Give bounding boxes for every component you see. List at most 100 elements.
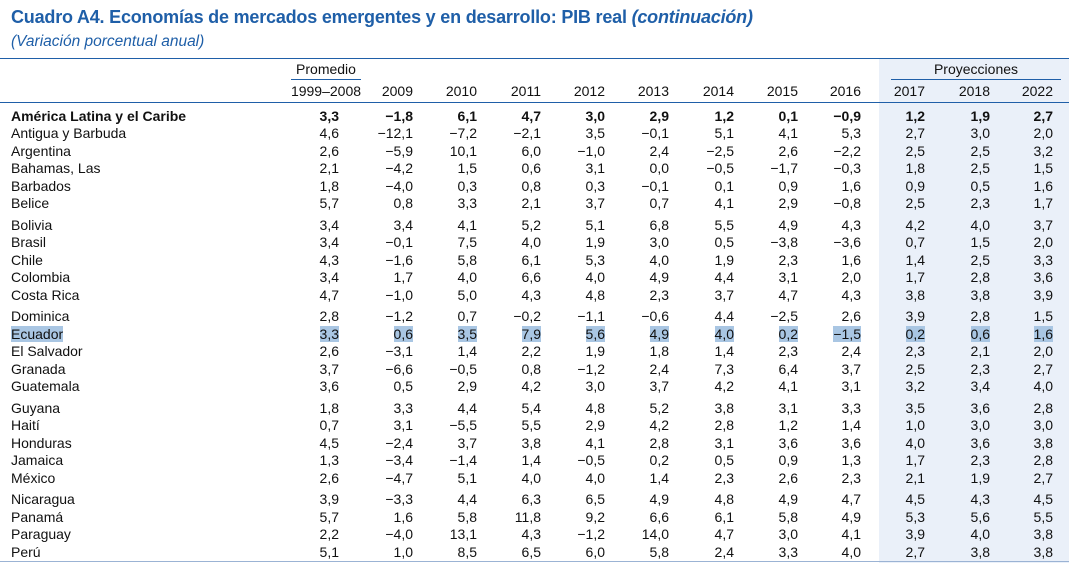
value-cell: 3,0 — [585, 108, 605, 124]
value-cell: 4,7 — [841, 491, 861, 507]
value-cell: 1,4 — [905, 252, 925, 268]
header-year: 2015 — [766, 83, 798, 99]
table-row: Barbados 1,8 −4,0 0,3 0,8 0,3 −0,1 0,1 0,9 1,6 0,9… — [0, 178, 1069, 196]
value-cell: 4,0 — [970, 526, 990, 542]
value-cell: 0,5 — [970, 178, 990, 194]
value-cell: −0,8 — [833, 195, 861, 211]
value-cell: 3,4 — [319, 269, 339, 285]
value-cell: 3,3 — [457, 195, 477, 211]
value-cell: 5,3 — [905, 509, 925, 525]
value-cell: −0,3 — [833, 160, 861, 176]
value-cell: −3,6 — [833, 234, 861, 250]
value-cell: 3,8 — [970, 287, 990, 303]
value-cell: 4,0 — [649, 252, 669, 268]
value-cell: 3,0 — [970, 417, 990, 433]
value-cell: 2,7 — [1033, 470, 1053, 486]
value-cell: 2,3 — [970, 195, 990, 211]
table-row: Colombia 3,4 1,7 4,0 6,6 4,0 4,9 4,4 3,1 2,0 1,7 2,… — [0, 269, 1069, 287]
value-cell: 6,1 — [521, 252, 541, 268]
country-name: Dominica — [11, 308, 70, 324]
value-cell: 4,7 — [521, 108, 541, 124]
value-cell: 3,0 — [970, 125, 990, 141]
value-cell: 2,3 — [970, 452, 990, 468]
value-cell: 2,8 — [1033, 452, 1053, 468]
value-cell: 5,5 — [714, 217, 734, 233]
value-cell: 3,3 — [319, 326, 339, 342]
value-cell: 8,5 — [457, 544, 477, 560]
value-cell: 1,8 — [319, 400, 339, 416]
value-cell: 2,7 — [905, 125, 925, 141]
proyecciones-rule — [891, 79, 1061, 80]
value-cell: 4,0 — [521, 470, 541, 486]
country-name: Belice — [11, 195, 50, 211]
value-cell: 4,4 — [457, 400, 477, 416]
header-year: 2011 — [510, 83, 541, 99]
value-cell: 3,6 — [319, 378, 339, 394]
value-cell: 2,8 — [714, 417, 734, 433]
value-cell: 4,0 — [841, 544, 861, 560]
country-name: Honduras — [11, 435, 72, 451]
value-cell: 1,6 — [1033, 326, 1053, 342]
value-cell: 4,3 — [841, 287, 861, 303]
value-cell: 7,5 — [457, 234, 477, 250]
country-name: Perú — [11, 544, 41, 560]
country-name: Jamaica — [11, 452, 64, 468]
value-cell: 4,3 — [521, 526, 541, 542]
value-cell: 4,4 — [457, 491, 477, 507]
value-cell: 3,0 — [1033, 417, 1053, 433]
value-cell: 5,7 — [319, 509, 339, 525]
value-cell: 1,7 — [1033, 195, 1053, 211]
value-cell: 2,5 — [905, 195, 925, 211]
value-cell: 2,6 — [319, 143, 339, 159]
table-title-main: Cuadro A4. Economías de mercados emergen… — [11, 7, 627, 27]
value-cell: 11,8 — [514, 509, 541, 525]
country-name: Bahamas, Las — [11, 160, 101, 176]
value-cell: 0,7 — [457, 308, 477, 324]
value-cell: 6,1 — [457, 108, 477, 124]
country-name: Brasil — [11, 234, 47, 250]
value-cell: −0,2 — [513, 308, 541, 324]
value-cell: 2,4 — [714, 544, 734, 560]
value-cell: 1,5 — [457, 160, 477, 176]
value-cell: 3,1 — [393, 417, 413, 433]
value-cell: −1,7 — [770, 160, 798, 176]
value-cell: −0,6 — [641, 308, 669, 324]
table-row: Granada 3,7 −6,6 −0,5 0,8 −1,2 2,4 7,3 6,4 3,7 2,5… — [0, 361, 1069, 379]
value-cell: 2,5 — [970, 160, 990, 176]
value-cell: 0,3 — [457, 178, 477, 194]
value-cell: 2,3 — [714, 470, 734, 486]
value-cell: 2,5 — [970, 143, 990, 159]
value-cell: 6,1 — [714, 509, 734, 525]
value-cell: 1,4 — [521, 452, 541, 468]
value-cell: 2,6 — [319, 343, 339, 359]
value-cell: 0,2 — [905, 326, 925, 342]
value-cell: 5,8 — [457, 509, 477, 525]
table-row: Costa Rica 4,7 −1,0 5,0 4,3 4,8 2,3 3,7 4,7 4,3 3,… — [0, 287, 1069, 305]
value-cell: 0,0 — [649, 160, 669, 176]
value-cell: 2,3 — [778, 252, 798, 268]
value-cell: 5,2 — [649, 400, 669, 416]
value-cell: 2,8 — [319, 308, 339, 324]
country-name: Ecuador — [11, 326, 64, 342]
value-cell: −4,7 — [385, 470, 413, 486]
value-cell: 2,3 — [778, 343, 798, 359]
value-cell: 3,1 — [841, 378, 861, 394]
country-name: Barbados — [11, 178, 71, 194]
value-cell: 3,8 — [1033, 544, 1053, 560]
value-cell: −1,2 — [577, 526, 605, 542]
value-cell: 2,2 — [319, 526, 339, 542]
value-cell: 4,7 — [778, 287, 798, 303]
value-cell: 2,1 — [905, 470, 925, 486]
table-row: Paraguay 2,2 −4,0 13,1 4,3 −1,2 14,0 4,7 3,0 4,1 3… — [0, 526, 1069, 544]
value-cell: 1,6 — [841, 252, 861, 268]
header-year: 2010 — [445, 83, 477, 99]
value-cell: 4,5 — [1033, 491, 1053, 507]
value-cell: −1,2 — [577, 361, 605, 377]
value-cell: 0,8 — [521, 361, 541, 377]
value-cell: 3,6 — [1033, 269, 1053, 285]
value-cell: 4,5 — [905, 491, 925, 507]
value-cell: 6,6 — [521, 269, 541, 285]
value-cell: 3,3 — [778, 544, 798, 560]
value-cell: 7,3 — [714, 361, 734, 377]
value-cell: −4,0 — [385, 526, 413, 542]
